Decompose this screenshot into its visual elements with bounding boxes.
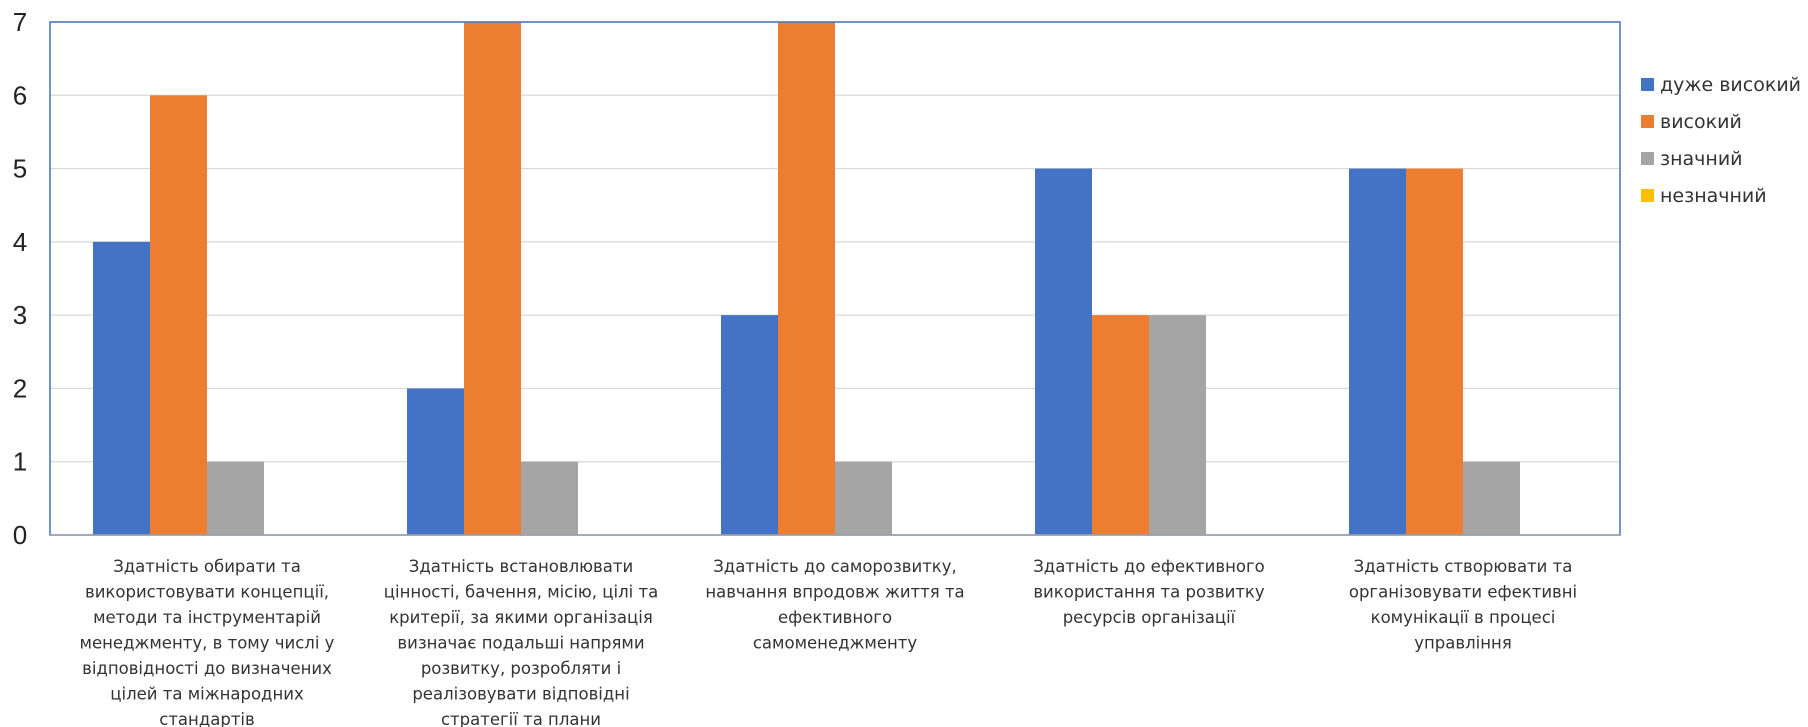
bar-series xyxy=(93,22,1520,536)
bar xyxy=(778,22,835,535)
category-label-line: цілей та міжнародних xyxy=(110,685,304,704)
category-label-line: управління xyxy=(1414,634,1512,653)
bar xyxy=(1406,168,1463,536)
bar xyxy=(464,22,521,535)
bar xyxy=(1463,461,1520,535)
bar xyxy=(93,241,150,535)
legend-swatch xyxy=(1641,78,1654,91)
y-tick-label: 6 xyxy=(13,80,27,110)
category-label-line: стандартів xyxy=(159,710,255,727)
category-label-line: стратегії та плани xyxy=(441,710,601,727)
legend-label: значний xyxy=(1660,148,1743,170)
category-label-line: реалізовувати відповідні xyxy=(412,685,629,704)
category-label-line: розвитку, розробляти і xyxy=(421,659,621,678)
category-label-line: ресурсів організації xyxy=(1063,608,1236,627)
category-label-line: організовувати ефективні xyxy=(1349,583,1577,602)
category-label-line: навчання впродовж життя та xyxy=(705,583,964,602)
legend-swatch xyxy=(1641,189,1654,202)
category-label: Здатність створювати та організовувати еф… xyxy=(1349,557,1577,653)
bar xyxy=(407,388,464,535)
category-label-line: Здатність до ефективного xyxy=(1033,557,1265,576)
y-tick-label: 2 xyxy=(13,373,27,403)
category-label-line: самоменеджменту xyxy=(753,634,918,653)
category-label-line: Здатність до саморозвитку, xyxy=(713,557,957,576)
category-label: Здатність обирати та використовувати конц… xyxy=(80,557,335,727)
category-label-line: Здатність створювати та xyxy=(1354,557,1573,576)
legend-label: незначний xyxy=(1660,185,1767,207)
legend: дуже високий високий значний незначний xyxy=(1641,74,1801,207)
y-tick-label: 4 xyxy=(13,227,27,257)
category-label-line: відповідності до визначених xyxy=(82,659,332,678)
bar xyxy=(835,461,892,535)
bar xyxy=(150,95,207,536)
y-tick-label: 0 xyxy=(13,520,27,550)
category-label-line: ефективного xyxy=(778,608,892,627)
bar xyxy=(1349,168,1406,536)
bar xyxy=(207,461,264,535)
category-label: Здатність встановлювати цінності, бачення… xyxy=(384,557,658,727)
category-label: Здатність до саморозвитку, навчання впрод… xyxy=(705,557,964,653)
category-label-line: комунікації в процесі xyxy=(1371,608,1556,627)
category-label-line: цінності, бачення, місію, цілі та xyxy=(384,583,658,602)
bar xyxy=(1092,315,1149,535)
bar xyxy=(721,315,778,535)
category-label-line: Здатність встановлювати xyxy=(409,557,633,576)
bar xyxy=(1035,168,1092,536)
category-label-line: Здатність обирати та xyxy=(113,557,301,576)
category-label-line: менеджменту, в тому числі у xyxy=(80,634,335,653)
y-tick-label: 5 xyxy=(13,154,27,184)
legend-swatch xyxy=(1641,152,1654,165)
y-tick-label: 1 xyxy=(13,447,27,477)
category-label-line: визначає подальші напрями xyxy=(397,634,644,653)
category-label-line: використання та розвитку xyxy=(1033,583,1265,602)
legend-label: високий xyxy=(1660,111,1742,133)
legend-label: дуже високий xyxy=(1660,74,1801,96)
category-label: Здатність до ефективного використання та … xyxy=(1033,557,1265,627)
category-label-line: критерії, за якими організація xyxy=(389,608,653,627)
y-axis-tick-labels: 0 1 2 3 4 5 6 7 xyxy=(13,7,27,550)
x-axis-category-labels: Здатність обирати та використовувати конц… xyxy=(80,557,1578,727)
category-label-line: використовувати концепції, xyxy=(85,583,329,602)
y-tick-label: 7 xyxy=(13,7,27,37)
legend-swatch xyxy=(1641,115,1654,128)
y-tick-label: 3 xyxy=(13,300,27,330)
bar xyxy=(521,461,578,535)
category-label-line: методи та інструментарій xyxy=(93,608,321,627)
bar xyxy=(1149,315,1206,535)
